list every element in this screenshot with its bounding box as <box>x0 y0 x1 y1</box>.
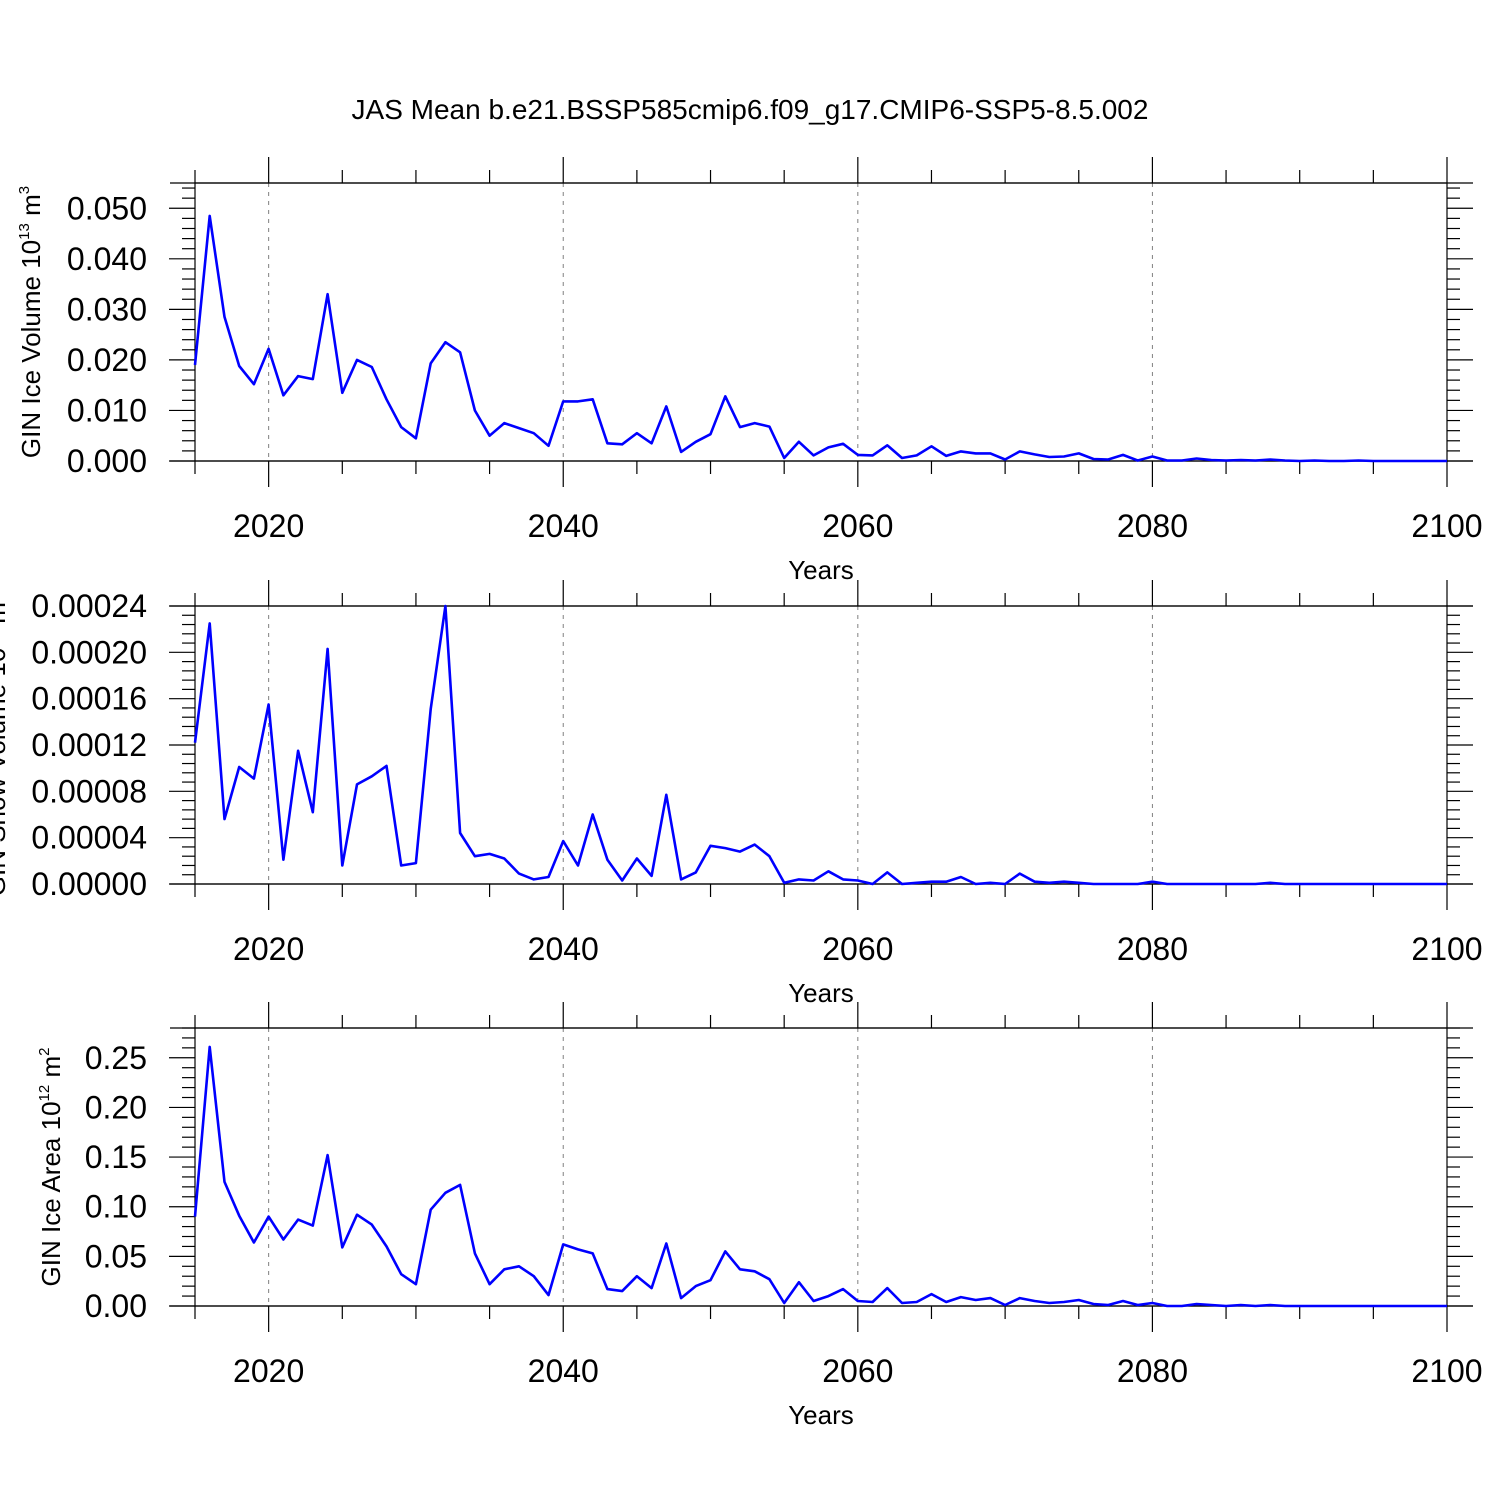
panel-snow-volume: 2020 2040 2060 2080 2100 Years 0.00000 0.00004 0… <box>0 580 1483 1008</box>
ice-volume-ytick-label-1: 0.010 <box>67 392 147 428</box>
figure-title: JAS Mean b.e21.BSSP585cmip6.f09_g17.CMIP… <box>352 94 1149 125</box>
ice-volume-xtick-label-2060: 2060 <box>822 508 893 544</box>
ice-area-xtick-label-2020: 2020 <box>233 1353 304 1389</box>
snow-volume-xtick-label-2060: 2060 <box>822 931 893 967</box>
ice-volume-series-line <box>193 214 1447 463</box>
ice-area-yaxis-label-exponent: 12 <box>36 1085 53 1102</box>
snow-volume-series-line <box>193 604 1447 886</box>
snow-volume-yaxis-label-unit: m <box>0 602 11 631</box>
ice-volume-xtick-label-2100: 2100 <box>1411 508 1482 544</box>
snow-volume-plot-frame <box>194 605 1448 885</box>
panel-ice-volume: 2020 2040 2060 2080 2100 Years 0.000 0.010 0.020… <box>16 157 1483 585</box>
snow-volume-yaxis-label-text: GIN Snow Volume 10 <box>0 648 11 897</box>
ice-area-series-line <box>193 1045 1447 1308</box>
ice-area-ytick-label-3: 0.15 <box>85 1139 147 1175</box>
ice-area-xtick-label-2100: 2100 <box>1411 1353 1482 1389</box>
snow-volume-ytick-label-6: 0.00024 <box>31 588 147 624</box>
ice-volume-yaxis-label-unit-exponent: 3 <box>16 186 33 194</box>
snow-volume-yaxis-label: GIN Snow Volume 1013 m3 <box>0 594 11 897</box>
ice-volume-xtick-label-2080: 2080 <box>1117 508 1188 544</box>
ice-area-xtick-label-2060: 2060 <box>822 1353 893 1389</box>
ice-area-plot-frame <box>194 1027 1448 1307</box>
snow-volume-ytick-label-0: 0.00000 <box>31 866 147 902</box>
ice-volume-yaxis-label-unit: m <box>16 194 46 223</box>
ice-area-yaxis-label-text: GIN Ice Area 10 <box>36 1101 66 1286</box>
snow-volume-ytick-label-1: 0.00004 <box>31 820 147 856</box>
ice-volume-plot-frame <box>194 182 1448 462</box>
ice-volume-xaxis-label: Years <box>788 555 854 585</box>
ice-area-xaxis-label: Years <box>788 1400 854 1430</box>
ice-area-ytick-label-2: 0.10 <box>85 1189 147 1225</box>
ice-volume-ytick-label-4: 0.040 <box>67 241 147 277</box>
ice-volume-xtick-label-2040: 2040 <box>528 508 599 544</box>
ice-area-ytick-label-1: 0.05 <box>85 1238 147 1274</box>
ice-volume-ytick-label-0: 0.000 <box>67 443 147 479</box>
ice-area-xtick-label-2040: 2040 <box>528 1353 599 1389</box>
panel-ice-area: 2020 2040 2060 2080 2100 Years 0.00 0.05 0.10 0.1… <box>36 1002 1483 1430</box>
ice-area-ytick-label-4: 0.20 <box>85 1089 147 1125</box>
snow-volume-ytick-label-5: 0.00020 <box>31 634 147 670</box>
ice-area-ytick-label-5: 0.25 <box>85 1040 147 1076</box>
ice-volume-ytick-label-2: 0.020 <box>67 342 147 378</box>
ice-volume-yaxis-label: GIN Ice Volume 1013 m3 <box>16 186 46 458</box>
ice-area-xtick-label-2080: 2080 <box>1117 1353 1188 1389</box>
snow-volume-ytick-label-2: 0.00008 <box>31 773 147 809</box>
ice-area-yaxis-label: GIN Ice Area 1012 m2 <box>36 1048 66 1287</box>
ice-volume-ytick-label-3: 0.030 <box>67 291 147 327</box>
ice-area-ytick-label-0: 0.00 <box>85 1288 147 1324</box>
snow-volume-ytick-label-4: 0.00016 <box>31 681 147 717</box>
snow-volume-ytick-label-3: 0.00012 <box>31 727 147 763</box>
snow-volume-xtick-label-2100: 2100 <box>1411 931 1482 967</box>
snow-volume-xtick-label-2020: 2020 <box>233 931 304 967</box>
ice-area-yaxis-label-unit-exponent: 2 <box>36 1048 53 1056</box>
ice-area-yaxis-label-unit: m <box>36 1056 66 1085</box>
snow-volume-xaxis-label: Years <box>788 978 854 1008</box>
ice-volume-yaxis-label-exponent: 13 <box>16 223 33 240</box>
ice-volume-ytick-label-5: 0.050 <box>67 190 147 226</box>
ice-volume-xtick-label-2020: 2020 <box>233 508 304 544</box>
snow-volume-xtick-label-2080: 2080 <box>1117 931 1188 967</box>
ice-volume-yaxis-label-text: GIN Ice Volume 10 <box>16 240 46 458</box>
snow-volume-xtick-label-2040: 2040 <box>528 931 599 967</box>
